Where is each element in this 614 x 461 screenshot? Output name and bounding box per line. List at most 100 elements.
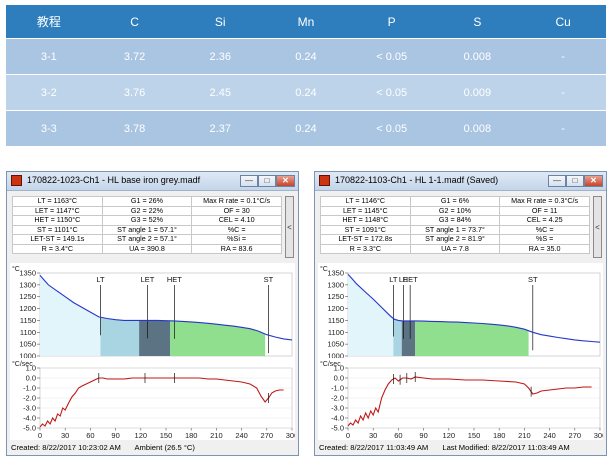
temperature-chart[interactable]: 1350 1300 1250 1200 1150 1100 1050 1000 °C LT LET H… bbox=[10, 263, 295, 360]
analysis-window-1[interactable]: 170822-1023-Ch1 - HL base iron grey.madf… bbox=[6, 171, 299, 456]
header-p: P bbox=[348, 5, 435, 39]
stat-cell: G2 = 10% bbox=[409, 205, 501, 216]
cell-s: 0.008 bbox=[434, 110, 521, 146]
header-cu: Cu bbox=[520, 5, 606, 39]
x-tick-label: 60 bbox=[394, 431, 402, 440]
window-title: 170822-1023-Ch1 - HL base iron grey.madf bbox=[27, 175, 201, 185]
cell-sample: 3-3 bbox=[6, 110, 92, 146]
cell-c: 3.78 bbox=[91, 110, 178, 146]
composition-table: 教程 C Si Mn P S Cu 3-1 3.72 2.36 0.24 < 0… bbox=[6, 5, 606, 146]
y-tick-label: -1.0 bbox=[331, 384, 344, 393]
stat-cell: LET = 1145°C bbox=[320, 205, 411, 216]
cell-sample: 3-1 bbox=[6, 38, 92, 75]
x-tick-label: 300 bbox=[286, 431, 295, 440]
cell-p: < 0.05 bbox=[348, 110, 435, 146]
ambient-reading: Ambient (26.5 °C) bbox=[134, 443, 195, 452]
close-button[interactable]: ✕ bbox=[584, 175, 603, 187]
stat-cell: G3 = 84% bbox=[409, 215, 501, 226]
x-tick-label: 270 bbox=[261, 431, 274, 440]
title-bar[interactable]: 170822-1023-Ch1 - HL base iron grey.madf… bbox=[7, 172, 298, 191]
collapse-panel-button[interactable]: < bbox=[285, 196, 294, 258]
y-tick-label: -1.0 bbox=[23, 384, 36, 393]
stat-cell: G1 = 6% bbox=[409, 196, 501, 207]
y-tick-label: 1050 bbox=[327, 340, 344, 349]
region-fill-1 bbox=[100, 317, 140, 356]
stat-cell: HET = 1148°C bbox=[320, 215, 411, 226]
table-row: 3-3 3.78 2.37 0.24 < 0.05 0.008 - bbox=[6, 110, 606, 146]
series-line bbox=[39, 377, 284, 428]
stat-cell: OF = 11 bbox=[499, 205, 590, 216]
y-tick-label: 1100 bbox=[20, 328, 36, 337]
stat-cell: UA = 390.8 bbox=[101, 243, 193, 254]
stats-row: ST = 1091°C ST angle 1 = 73.7° %C = bbox=[320, 224, 590, 235]
temperature-chart[interactable]: 1350 1300 1250 1200 1150 1100 1050 1000 °C LT LEHE… bbox=[318, 263, 603, 360]
y-axis-label: °C bbox=[320, 265, 328, 273]
y-tick-label: 1.0 bbox=[334, 364, 344, 373]
cell-sample: 3-2 bbox=[6, 74, 92, 111]
created-timestamp: Created: 8/22/2017 10:23:02 AM bbox=[11, 443, 121, 452]
stat-cell: LT = 1146°C bbox=[320, 196, 411, 207]
stats-row: LT = 1146°C G1 = 6% Max R rate = 0.3°C/s bbox=[320, 196, 590, 207]
y-tick-label: 1150 bbox=[328, 316, 344, 325]
header-si: Si bbox=[177, 5, 264, 39]
y-tick-label: -2.0 bbox=[23, 394, 36, 403]
cell-mn: 0.24 bbox=[263, 38, 349, 75]
collapse-panel-button[interactable]: < bbox=[593, 196, 602, 258]
stat-cell: R = 3.3°C bbox=[320, 243, 411, 254]
y-axis-label: °C/sec bbox=[320, 360, 341, 368]
stat-cell: ST angle 2 = 81.9° bbox=[409, 234, 501, 245]
y-tick-label: -4.0 bbox=[23, 414, 36, 423]
minimize-button[interactable]: — bbox=[548, 175, 566, 187]
stat-cell: RA = 83.6 bbox=[191, 243, 282, 254]
y-tick-label: -3.0 bbox=[23, 404, 36, 413]
modified-timestamp: Last Modified: 8/22/2017 11:03:49 AM bbox=[442, 443, 570, 452]
created-timestamp: Created: 8/22/2017 11:03:49 AM bbox=[319, 443, 429, 452]
y-tick-label: -2.0 bbox=[331, 394, 344, 403]
x-tick-label: 180 bbox=[185, 431, 198, 440]
series-line bbox=[347, 376, 592, 427]
y-tick-label: 1000 bbox=[19, 352, 36, 361]
cell-cu: - bbox=[520, 38, 606, 75]
y-tick-label: 1.0 bbox=[26, 364, 36, 373]
marker-label: HET bbox=[403, 275, 418, 284]
cell-p: < 0.05 bbox=[348, 38, 435, 75]
cell-mn: 0.24 bbox=[263, 74, 349, 111]
x-tick-label: 60 bbox=[86, 431, 94, 440]
stat-cell: %Si = bbox=[191, 234, 282, 245]
stats-row: LT = 1163°C G1 = 26% Max R rate = 0.1°C/s bbox=[12, 196, 282, 207]
title-bar[interactable]: 170822-1103-Ch1 - HL 1-1.madf (Saved) — … bbox=[315, 172, 606, 191]
stat-cell: CEL = 4.25 bbox=[499, 215, 590, 226]
cooling-rate-chart[interactable]: 1.00.0-1.0-2.0-3.0-4.0-5.0 °C/sec 0 30 60 90 1… bbox=[318, 358, 603, 440]
y-tick-label: -4.0 bbox=[331, 414, 344, 423]
cooling-rate-chart[interactable]: 1.00.0-1.0-2.0-3.0-4.0-5.0 °C/sec 0 30 60 90 1… bbox=[10, 358, 295, 440]
maximize-button[interactable]: □ bbox=[566, 175, 584, 187]
minimize-button[interactable]: — bbox=[240, 175, 258, 187]
stats-row: R = 3.4°C UA = 390.8 RA = 83.6 bbox=[12, 243, 282, 254]
region-fill-3 bbox=[415, 320, 529, 356]
stats-row: LET-ST = 149.1s ST angle 2 = 57.1° %Si = bbox=[12, 234, 282, 245]
y-tick-label: 1350 bbox=[19, 269, 36, 278]
y-tick-label: 1250 bbox=[327, 292, 344, 301]
stats-row: HET = 1150°C G3 = 52% CEL = 4.10 bbox=[12, 215, 282, 226]
x-tick-label: 0 bbox=[346, 431, 350, 440]
marker-label: LT bbox=[389, 275, 398, 284]
cell-mn: 0.24 bbox=[263, 110, 349, 146]
stats-row: LET-ST = 172.8s ST angle 2 = 81.9° %S = bbox=[320, 234, 590, 245]
stat-cell: G3 = 52% bbox=[101, 215, 193, 226]
maximize-button[interactable]: □ bbox=[258, 175, 276, 187]
close-button[interactable]: ✕ bbox=[276, 175, 295, 187]
y-tick-label: 1200 bbox=[19, 304, 36, 313]
stat-cell: ST angle 1 = 73.7° bbox=[409, 224, 501, 235]
stats-row: HET = 1148°C G3 = 84% CEL = 4.25 bbox=[320, 215, 590, 226]
cell-si: 2.36 bbox=[177, 38, 264, 75]
y-tick-label: 1050 bbox=[19, 340, 36, 349]
y-tick-label: -5.0 bbox=[331, 424, 344, 433]
status-footer: Created: 8/22/2017 10:23:02 AM Ambient (… bbox=[11, 443, 207, 452]
x-tick-label: 240 bbox=[543, 431, 556, 440]
cell-si: 2.37 bbox=[177, 110, 264, 146]
cell-si: 2.45 bbox=[177, 74, 264, 111]
analysis-window-2[interactable]: 170822-1103-Ch1 - HL 1-1.madf (Saved) — … bbox=[314, 171, 607, 456]
stat-cell: %C = bbox=[499, 224, 590, 235]
stat-cell: LET = 1147°C bbox=[12, 205, 103, 216]
header-s: S bbox=[434, 5, 521, 39]
